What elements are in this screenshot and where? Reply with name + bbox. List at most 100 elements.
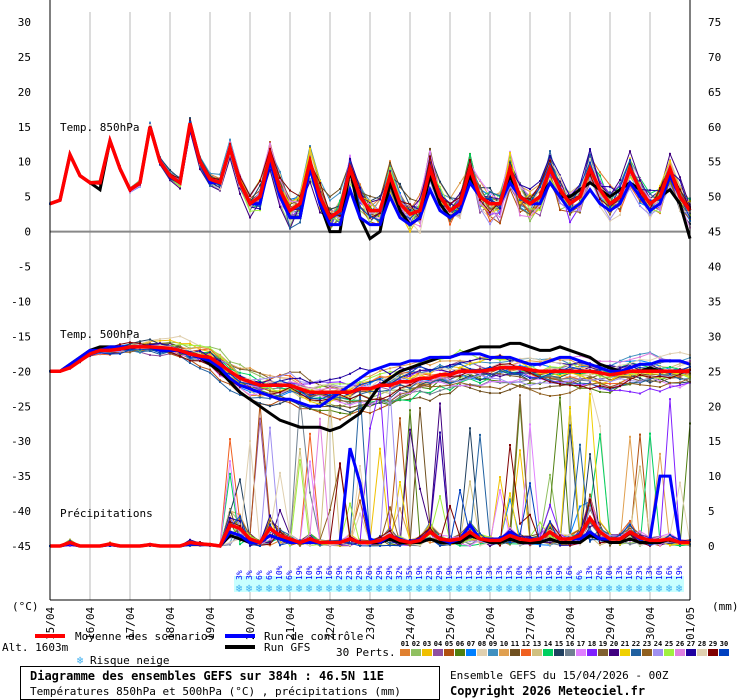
member-22-precip-point — [279, 529, 281, 532]
member-16-t500-point — [439, 389, 441, 392]
member-06-t500-point — [629, 383, 631, 386]
member-01-t850-point — [389, 160, 391, 163]
member-11-t850-point — [329, 195, 331, 198]
member-18-t850-point — [359, 202, 361, 205]
member-09-t500-point — [629, 355, 631, 358]
member-05-precip-point — [399, 417, 401, 420]
member-20-t850-point — [229, 157, 231, 160]
member-03-t500-point — [189, 342, 191, 345]
member-23-t500-point — [309, 395, 311, 398]
member-07-t500-point — [289, 390, 291, 393]
member-22-t500-point — [639, 381, 641, 384]
member-25-t500-point — [609, 376, 611, 379]
member-02-t850-point — [529, 220, 531, 223]
member-24-t500-point — [629, 379, 631, 382]
member-24-precip-point — [519, 544, 521, 547]
member-14-precip-point — [459, 544, 461, 547]
member-24-precip-point — [369, 543, 371, 546]
member-24-t850-point — [479, 207, 481, 210]
member-03-t500-point — [349, 388, 351, 391]
member-02-t500-point — [209, 345, 211, 348]
member-18-t500-point — [329, 381, 331, 384]
member-23-precip-point — [299, 544, 301, 547]
member-20-t850-point — [489, 196, 491, 199]
member-23-t850-point — [519, 207, 521, 210]
member-15-t850-point — [399, 182, 401, 185]
member-13-precip-point — [239, 521, 241, 524]
member-01-precip-point — [429, 541, 431, 544]
member-16-t500-point — [189, 358, 191, 361]
member-22-t850-point — [289, 227, 291, 230]
member-26-t850-point — [289, 200, 291, 203]
member-12-t500-point — [569, 375, 571, 378]
member-12-t500-point — [429, 374, 431, 377]
member-11-t500-point — [279, 394, 281, 397]
member-25-t500-point — [569, 362, 571, 365]
member-22-t500-point — [449, 381, 451, 384]
member-13-t500-point — [659, 365, 661, 368]
member-24-t500-point — [589, 379, 591, 382]
member-20-t500-point — [589, 366, 591, 369]
member-14-precip-point — [229, 472, 231, 475]
member-01-t850-point — [359, 183, 361, 186]
member-23-precip-point — [459, 533, 461, 536]
member-10-t500-point — [399, 365, 401, 368]
member-24-t850-point — [559, 201, 561, 204]
member-08-t500-point — [679, 364, 681, 367]
member-24-t850-point — [359, 199, 361, 202]
member-23-t850-point — [579, 211, 581, 214]
member-25-precip-point — [249, 534, 251, 537]
member-23-t500-point — [619, 382, 621, 385]
member-25-t500-point — [189, 344, 191, 347]
member-21-t500-point — [559, 375, 561, 378]
member-24-t850-point — [609, 218, 611, 221]
member-09-t500-point — [499, 361, 501, 364]
member-09-t850-point — [529, 208, 531, 211]
member-02-t850-point — [309, 178, 311, 181]
member-18-t500-point — [659, 390, 661, 393]
member-25-precip-point — [349, 502, 351, 505]
member-19-precip-point — [409, 543, 411, 546]
member-08-t850-point — [649, 217, 651, 220]
member-17-t500-point — [409, 392, 411, 395]
member-23-t500-point — [129, 351, 131, 354]
member-21-t500-point — [629, 374, 631, 377]
member-11-precip-point — [579, 527, 581, 530]
member-22-t850-point — [299, 221, 301, 224]
member-26-t850-point — [139, 184, 141, 187]
member-14-precip-point — [599, 433, 601, 436]
member-23-t500-point — [649, 384, 651, 387]
member-22-t500-point — [269, 397, 271, 400]
member-15-t500-point — [319, 402, 321, 405]
member-09-precip-point — [469, 520, 471, 523]
member-15-t500-point — [129, 342, 131, 345]
member-14-t850-point — [599, 174, 601, 177]
member-09-t850-point — [309, 145, 311, 148]
member-23-t500-point — [349, 400, 351, 403]
member-11-t500-point — [539, 387, 541, 390]
member-01-t850-point — [549, 175, 551, 178]
member-16-precip-point — [469, 543, 471, 546]
member-10-precip-point — [659, 452, 661, 455]
member-26-t850-point — [129, 191, 131, 194]
member-15-t500-point — [309, 407, 311, 410]
member-24-t850-point — [459, 212, 461, 215]
member-25-t850-point — [409, 226, 411, 229]
member-15-t500-point — [299, 404, 301, 407]
member-23-t500-point — [379, 396, 381, 399]
member-09-t850-point — [389, 165, 391, 168]
member-16-precip-point — [299, 397, 301, 400]
member-05-t850-point — [589, 179, 591, 182]
member-07-t850-point — [489, 194, 491, 197]
member-15-precip-point — [469, 427, 471, 430]
member-09-t850-point — [229, 138, 231, 141]
member-17-t500-point — [459, 384, 461, 387]
member-22-precip-point — [579, 443, 581, 446]
member-25-t500-point — [209, 347, 211, 350]
member-07-t500-point — [249, 390, 251, 393]
member-21-precip-point — [479, 535, 481, 538]
member-23-t500-point — [679, 381, 681, 384]
member-18-t500-point — [679, 384, 681, 387]
member-19-t500-point — [649, 379, 651, 382]
member-25-t500-point — [389, 370, 391, 373]
